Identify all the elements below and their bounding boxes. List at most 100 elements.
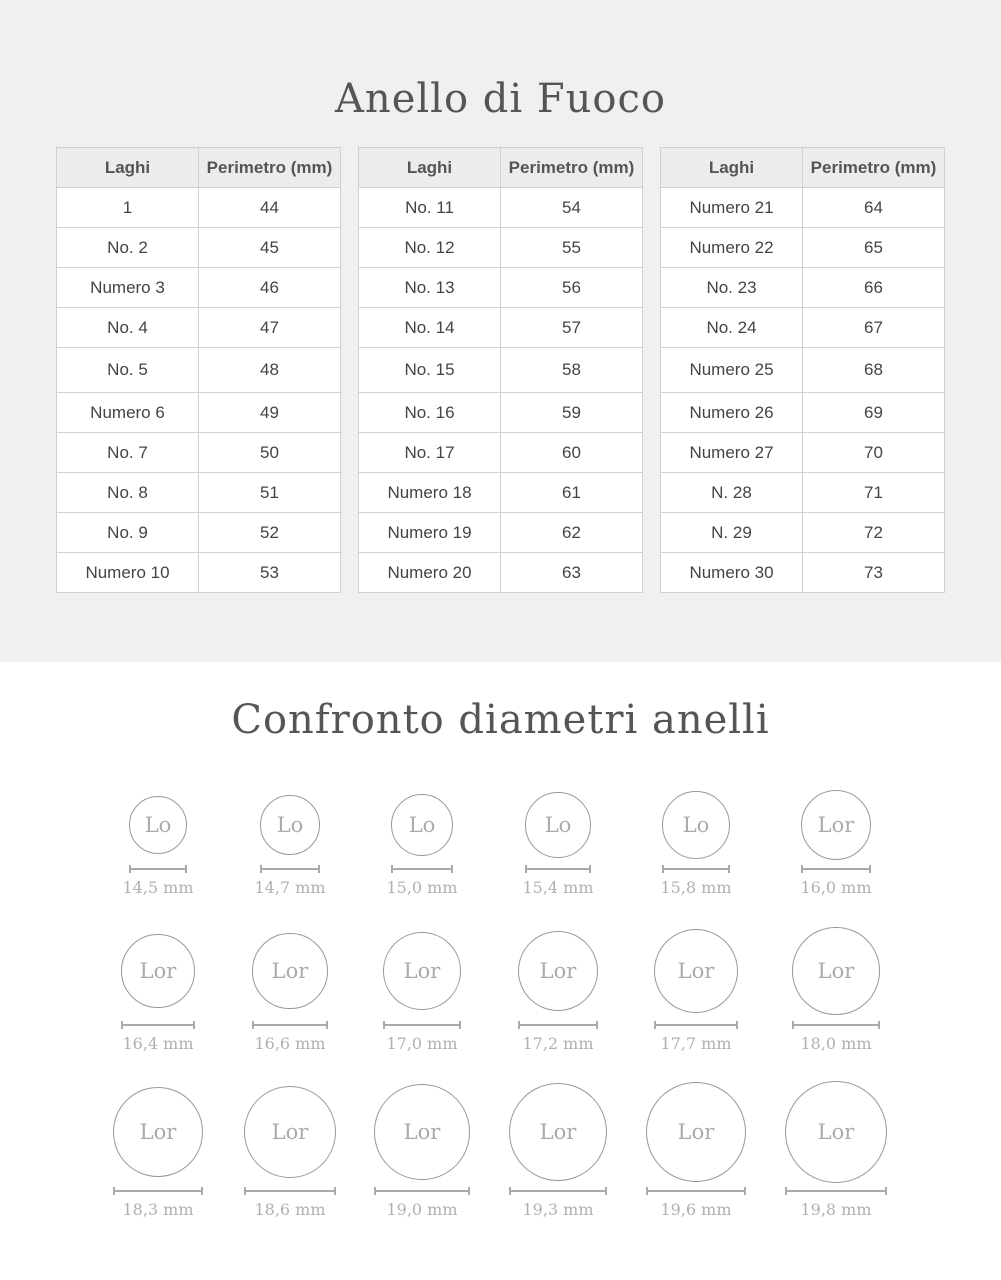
ring-text: Lor — [539, 958, 577, 983]
diameter-measure-bar — [653, 1021, 739, 1029]
ring-text: Lo — [144, 813, 172, 837]
ring-circle: Lo — [525, 792, 591, 858]
ring-text: Lor — [539, 1119, 577, 1144]
perimeter-cell: 59 — [500, 392, 643, 433]
ring-circle: Lo — [129, 796, 187, 854]
diameter-measure-bar — [129, 865, 187, 873]
size-cell: No. 13 — [358, 267, 501, 308]
ring-circle: Lor — [509, 1083, 607, 1181]
perimeter-cell: 57 — [500, 307, 643, 348]
size-table: Laghi Perimetro (mm) No. 11 54 No. 12 55 No. 1… — [358, 147, 643, 593]
table-row: No. 7 50 — [56, 432, 341, 473]
diameter-label: 19,6 mm — [660, 1200, 732, 1219]
size-cell: Numero 25 — [660, 347, 803, 393]
ring-text: Lor — [403, 1119, 441, 1144]
size-cell: No. 14 — [358, 307, 501, 348]
table-row: No. 13 56 — [358, 267, 643, 308]
table-header-row: Laghi Perimetro (mm) — [358, 147, 643, 188]
column-header: Perimetro (mm) — [802, 147, 945, 188]
ring-circle: Lor — [113, 1087, 203, 1177]
table-row: 1 44 — [56, 187, 341, 228]
perimeter-cell: 45 — [198, 227, 341, 268]
ring-text: Lor — [817, 1119, 855, 1144]
ring-text: Lor — [677, 1119, 715, 1144]
ring-circle: Lor — [252, 933, 328, 1009]
size-cell: Numero 30 — [660, 552, 803, 593]
perimeter-cell: 53 — [198, 552, 341, 593]
size-cell: No. 7 — [56, 432, 199, 473]
ring-text: Lo — [544, 812, 572, 837]
diameter-measure-bar — [792, 1021, 880, 1029]
ring-circle: Lor — [800, 789, 872, 861]
table-row: No. 4 47 — [56, 307, 341, 348]
ring-text: Lo — [682, 812, 710, 837]
size-cell: No. 16 — [358, 392, 501, 433]
table-header-row: Laghi Perimetro (mm) — [660, 147, 945, 188]
diameter-label: 18,3 mm — [122, 1200, 194, 1219]
table-row: No. 15 58 — [358, 347, 643, 393]
perimeter-cell: 60 — [500, 432, 643, 473]
ring-circle: Lor — [517, 930, 599, 1012]
perimeter-cell: 70 — [802, 432, 945, 473]
diameter-measure-bar — [645, 1187, 747, 1195]
ring-circle: Lo — [390, 793, 454, 857]
ring-circle: Lor — [374, 1084, 470, 1180]
table-row: No. 11 54 — [358, 187, 643, 228]
diameter-label: 18,0 mm — [800, 1034, 872, 1053]
perimeter-cell: 65 — [802, 227, 945, 268]
table-row: Numero 30 73 — [660, 552, 945, 593]
size-cell: No. 17 — [358, 432, 501, 473]
column-header: Laghi — [56, 147, 199, 188]
table-row: No. 17 60 — [358, 432, 643, 473]
perimeter-cell: 51 — [198, 472, 341, 513]
table-row: No. 16 59 — [358, 392, 643, 433]
ring-text: Lor — [677, 958, 715, 983]
size-cell: Numero 10 — [56, 552, 199, 593]
size-cell: Numero 21 — [660, 187, 803, 228]
size-cell: Numero 26 — [660, 392, 803, 433]
column-header: Laghi — [660, 147, 803, 188]
table-row: No. 2 45 — [56, 227, 341, 268]
size-table: Laghi Perimetro (mm) Numero 21 64 Numero 22 6… — [660, 147, 945, 593]
table-row: No. 14 57 — [358, 307, 643, 348]
size-cell: No. 8 — [56, 472, 199, 513]
ring-circle: Lor — [382, 931, 462, 1011]
size-cell: 1 — [56, 187, 199, 228]
perimeter-cell: 55 — [500, 227, 643, 268]
perimeter-cell: 71 — [802, 472, 945, 513]
ring-circle: Lor — [653, 928, 739, 1014]
table-row: Numero 18 61 — [358, 472, 643, 513]
table-row: No. 23 66 — [660, 267, 945, 308]
perimeter-cell: 56 — [500, 267, 643, 308]
perimeter-cell: 52 — [198, 512, 341, 553]
size-cell: No. 12 — [358, 227, 501, 268]
table-row: Numero 26 69 — [660, 392, 945, 433]
ring-text: Lor — [271, 1119, 309, 1144]
perimeter-cell: 44 — [198, 187, 341, 228]
table-row: Numero 27 70 — [660, 432, 945, 473]
diameter-measure-bar — [661, 865, 731, 873]
perimeter-cell: 72 — [802, 512, 945, 553]
ring-circle: Lo — [661, 790, 731, 860]
ring-circle: Lor — [645, 1081, 747, 1183]
table-row: No. 12 55 — [358, 227, 643, 268]
size-cell: Numero 22 — [660, 227, 803, 268]
table-row: Numero 22 65 — [660, 227, 945, 268]
ring-circle: Lor — [785, 1081, 887, 1183]
diameter-measure-bar — [509, 1187, 607, 1195]
table-row: Numero 19 62 — [358, 512, 643, 553]
diameter-measure-bar — [243, 1187, 337, 1195]
column-header: Perimetro (mm) — [500, 147, 643, 188]
perimeter-cell: 49 — [198, 392, 341, 433]
diameter-measure-bar — [121, 1021, 195, 1029]
table-row: Numero 3 46 — [56, 267, 341, 308]
size-cell: Numero 3 — [56, 267, 199, 308]
diameter-label: 15,0 mm — [386, 878, 458, 897]
size-table: Laghi Perimetro (mm) 1 44 No. 2 45 Numero 3 46 N… — [56, 147, 341, 593]
size-cell: Numero 6 — [56, 392, 199, 433]
size-cell: No. 5 — [56, 347, 199, 393]
column-header: Laghi — [358, 147, 501, 188]
diameter-measure-bar — [260, 865, 320, 873]
size-cell: No. 4 — [56, 307, 199, 348]
table-row: Numero 20 63 — [358, 552, 643, 593]
